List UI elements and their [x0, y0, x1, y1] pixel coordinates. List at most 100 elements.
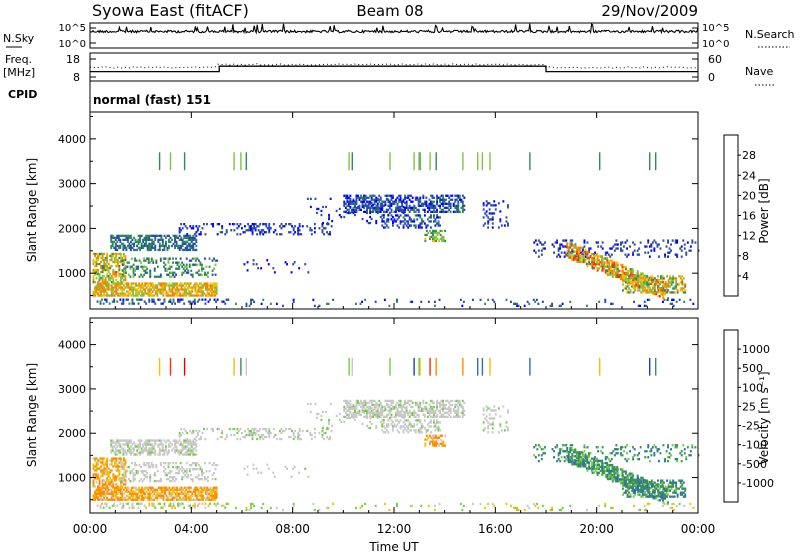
velocity-cell	[384, 408, 387, 412]
velocity-cell	[517, 508, 520, 512]
velocity-cell	[138, 496, 140, 499]
power-cell	[148, 298, 151, 301]
velocity-cell	[114, 441, 117, 444]
velocity-cell	[92, 483, 95, 486]
power-cell	[361, 196, 364, 199]
power-cell	[143, 265, 146, 268]
power-cell	[190, 238, 193, 241]
power-cell	[683, 247, 686, 250]
power-cell	[402, 199, 405, 203]
velocity-cell	[370, 406, 373, 410]
power-cell	[143, 257, 146, 260]
power-cell	[623, 265, 626, 269]
velocity-cell	[193, 506, 196, 509]
power-cell	[458, 196, 461, 199]
power-cell	[107, 294, 110, 297]
velocity-cell	[183, 439, 186, 442]
velocity-cell	[487, 421, 490, 424]
velocity-cell	[491, 502, 494, 506]
power-cell	[113, 275, 116, 278]
power-cell	[149, 269, 152, 272]
velocity-cell	[390, 401, 393, 405]
power-cell	[667, 297, 669, 300]
power-cell	[398, 194, 400, 197]
power-cell	[176, 282, 178, 285]
velocity-cell	[408, 411, 411, 414]
velocity-cell	[131, 447, 134, 450]
power-cell	[121, 286, 124, 289]
velocity-cell	[171, 496, 174, 499]
velocity-cell	[408, 423, 411, 426]
velocity-cell	[148, 451, 151, 454]
power-cell	[657, 285, 659, 288]
power-cell	[574, 244, 577, 247]
velocity-cell	[439, 434, 442, 437]
velocity-cell	[381, 407, 384, 410]
power-cell	[250, 229, 252, 232]
power-cell	[683, 243, 686, 246]
velocity-cell	[212, 496, 215, 499]
power-cell	[95, 273, 98, 276]
power-cell	[101, 284, 104, 287]
velocity-cell	[390, 409, 393, 412]
velocity-cell	[132, 480, 135, 483]
power-cell	[559, 255, 562, 258]
power-cell	[285, 223, 287, 226]
velocity-cell	[92, 465, 95, 468]
power-cell	[195, 240, 198, 243]
velocity-cell	[510, 504, 512, 508]
velocity-cell	[343, 405, 346, 409]
velocity-cell	[378, 405, 381, 409]
power-cell	[203, 223, 205, 226]
velocity-cell	[107, 492, 110, 495]
power-cell	[482, 216, 485, 219]
power-cell	[388, 211, 391, 215]
velocity-cell	[130, 451, 132, 454]
power-cell	[399, 220, 402, 223]
y-tick-label: 4000	[58, 133, 86, 146]
velocity-cell	[207, 504, 210, 507]
velocity-cell	[413, 425, 416, 428]
power-cell	[676, 241, 679, 244]
velocity-cell	[139, 490, 142, 493]
velocity-cell	[360, 401, 362, 405]
velocity-cell	[404, 402, 406, 406]
power-cell	[626, 247, 628, 250]
velocity-cell	[141, 486, 144, 489]
power-cell	[608, 259, 611, 262]
velocity-cell	[209, 486, 212, 489]
velocity-cell	[436, 407, 438, 410]
velocity-cell	[382, 421, 385, 424]
velocity-cell	[250, 433, 252, 437]
velocity-cell	[424, 438, 427, 441]
power-cell	[155, 259, 158, 262]
velocity-cell	[122, 457, 125, 460]
power-cell	[168, 244, 170, 248]
velocity-cell	[224, 506, 227, 509]
power-cell	[572, 246, 575, 249]
power-cell	[601, 259, 604, 262]
power-cell	[445, 194, 448, 197]
power-cell	[461, 194, 464, 197]
power-cell	[653, 290, 656, 294]
power-cell	[382, 213, 385, 217]
velocity-cell	[116, 485, 119, 488]
power-cell	[115, 260, 118, 264]
power-cell	[379, 210, 382, 213]
power-cell	[625, 275, 627, 278]
power-cell	[127, 238, 129, 241]
power-cell	[570, 242, 573, 245]
power-cell	[404, 214, 406, 217]
power-cell	[153, 286, 156, 289]
velocity-cell	[434, 411, 437, 414]
velocity-cell	[422, 399, 425, 403]
velocity-cell	[139, 502, 141, 505]
velocity-cell	[183, 453, 186, 456]
power-cell	[652, 278, 655, 282]
velocity-cell	[101, 475, 104, 478]
power-cell	[184, 234, 187, 237]
power-cell	[344, 196, 347, 199]
power-cell	[280, 223, 283, 226]
power-cell	[187, 238, 190, 241]
power-cell	[652, 284, 655, 288]
